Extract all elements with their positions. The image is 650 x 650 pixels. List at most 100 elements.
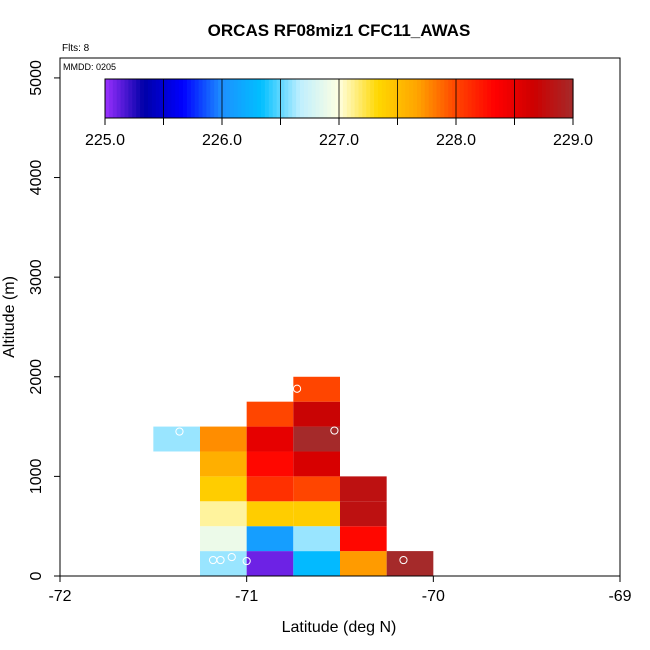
- colorbar-segment: [226, 79, 231, 118]
- colorbar-segment: [167, 79, 172, 118]
- colorbar-segment: [557, 79, 562, 118]
- colorbar-segment: [234, 79, 239, 118]
- colorbar-segment: [507, 79, 512, 118]
- colorbar-segment: [522, 79, 527, 118]
- colorbar-segment: [460, 79, 465, 118]
- heatmap-cell: [200, 451, 247, 476]
- heatmap-cell: [247, 501, 294, 526]
- colorbar-segment: [144, 79, 149, 118]
- heatmap-cell: [247, 427, 294, 452]
- colorbar-segment: [191, 79, 196, 118]
- colorbar-segment: [206, 79, 211, 118]
- colorbar-tick-label: 225.0: [85, 132, 125, 149]
- colorbar-segment: [378, 79, 383, 118]
- heatmap-cell: [387, 551, 434, 576]
- colorbar-segment: [253, 79, 258, 118]
- x-tick-label: -69: [608, 588, 631, 605]
- colorbar-segment: [132, 79, 137, 118]
- colorbar-segment: [359, 79, 364, 118]
- heatmap-cell: [200, 551, 247, 576]
- colorbar-segment: [199, 79, 204, 118]
- heatmap-cell: [293, 402, 340, 427]
- chart-title: ORCAS RF08miz1 CFC11_AWAS: [208, 21, 471, 40]
- colorbar-tick-label: 227.0: [319, 132, 359, 149]
- colorbar-segment: [175, 79, 180, 118]
- colorbar-segment: [351, 79, 356, 118]
- colorbar-segment: [195, 79, 200, 118]
- colorbar-segment: [382, 79, 387, 118]
- colorbar-segment: [296, 79, 301, 118]
- colorbar-segment: [230, 79, 235, 118]
- flights-label: Flts: 8: [62, 43, 90, 54]
- x-axis: -72 -71 -70 -69: [48, 576, 631, 605]
- colorbar-segment: [433, 79, 438, 118]
- x-tick-label: -70: [422, 588, 445, 605]
- colorbar-segment: [491, 79, 496, 118]
- y-tick-label: 3000: [28, 259, 45, 295]
- colorbar-tick-label: 226.0: [202, 132, 242, 149]
- colorbar-segment: [476, 79, 481, 118]
- colorbar-segment: [140, 79, 145, 118]
- colorbar-segment: [179, 79, 184, 118]
- heatmap-cell: [200, 501, 247, 526]
- colorbar-segment: [269, 79, 274, 118]
- colorbar-segment: [343, 79, 348, 118]
- y-tick-label: 4000: [28, 160, 45, 196]
- colorbar-segment: [312, 79, 317, 118]
- colorbar-segment: [421, 79, 426, 118]
- colorbar-segment: [187, 79, 192, 118]
- colorbar-segment: [323, 79, 328, 118]
- colorbar-segment: [121, 79, 126, 118]
- chart-canvas: ORCAS RF08miz1 CFC11_AWAS Flts: 8 Latitu…: [0, 0, 650, 650]
- heatmap-cell: [340, 551, 387, 576]
- x-tick-label: -71: [235, 588, 258, 605]
- colorbar-segment: [565, 79, 570, 118]
- colorbar-segment: [398, 79, 403, 118]
- colorbar-segment: [117, 79, 122, 118]
- colorbar-segment: [554, 79, 559, 118]
- colorbar-segment: [261, 79, 266, 118]
- colorbar-segment: [487, 79, 492, 118]
- colorbar-segment: [425, 79, 430, 118]
- colorbar-segment: [128, 79, 133, 118]
- colorbar-segment: [210, 79, 215, 118]
- heatmap-cell: [293, 551, 340, 576]
- colorbar-segment: [534, 79, 539, 118]
- colorbar-segment: [242, 79, 247, 118]
- heatmap-cell: [247, 402, 294, 427]
- mmdd-label: MMDD: 0205: [63, 62, 116, 72]
- colorbar-segment: [281, 79, 286, 118]
- colorbar-segment: [417, 79, 422, 118]
- x-axis-label: Latitude (deg N): [282, 619, 397, 636]
- colorbar-tick-label: 229.0: [553, 132, 593, 149]
- heatmap-cell: [153, 427, 200, 452]
- colorbar-segment: [401, 79, 406, 118]
- colorbar-segment: [304, 79, 309, 118]
- colorbar-segment: [292, 79, 297, 118]
- heatmap-cell: [247, 476, 294, 501]
- colorbar-segment: [370, 79, 375, 118]
- colorbar-segment: [331, 79, 336, 118]
- heatmap-cells: [153, 377, 433, 576]
- colorbar-segment: [355, 79, 360, 118]
- colorbar-segment: [483, 79, 488, 118]
- colorbar-segment: [546, 79, 551, 118]
- colorbar-segment: [265, 79, 270, 118]
- colorbar-segment: [164, 79, 169, 118]
- colorbar-segment: [316, 79, 321, 118]
- heatmap-cell: [247, 451, 294, 476]
- colorbar-segment: [105, 79, 110, 118]
- colorbar-segment: [320, 79, 325, 118]
- colorbar-segment: [405, 79, 410, 118]
- heatmap-cell: [340, 526, 387, 551]
- heatmap-cell: [247, 526, 294, 551]
- colorbar-segment: [214, 79, 219, 118]
- heatmap-cell: [200, 427, 247, 452]
- colorbar-segment: [156, 79, 161, 118]
- colorbar-segment: [148, 79, 153, 118]
- colorbar-segment: [440, 79, 445, 118]
- colorbar-segment: [448, 79, 453, 118]
- colorbar-segment: [468, 79, 473, 118]
- colorbar-segment: [538, 79, 543, 118]
- heatmap-cell: [340, 501, 387, 526]
